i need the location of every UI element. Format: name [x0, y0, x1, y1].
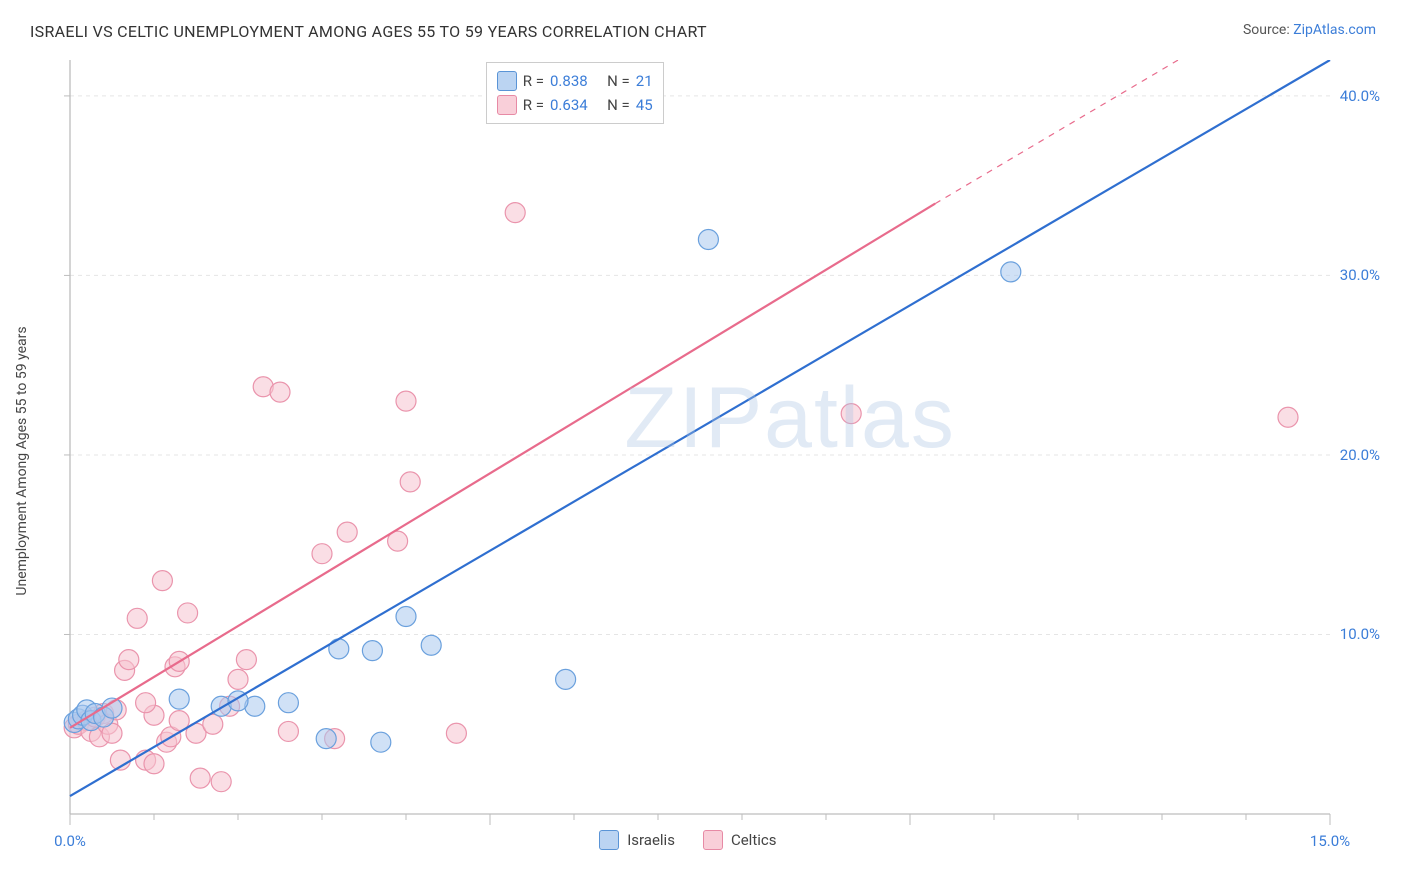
- israelis-swatch-icon: [599, 830, 619, 850]
- legend-row-israelis: R = 0.838 N = 21: [497, 69, 653, 93]
- legend-label: Celtics: [731, 831, 777, 849]
- y-tick-label: 30.0%: [1340, 266, 1380, 284]
- chart-title: ISRAELI VS CELTIC UNEMPLOYMENT AMONG AGE…: [30, 22, 707, 41]
- series-legend: Israelis Celtics: [599, 830, 776, 850]
- celtics-point: [119, 650, 139, 670]
- celtics-point: [236, 650, 256, 670]
- celtics-point: [228, 669, 248, 689]
- n-value: 45: [636, 93, 653, 117]
- israelis-point: [329, 639, 349, 659]
- celtics-point: [144, 754, 164, 774]
- legend-item-celtics: Celtics: [703, 830, 777, 850]
- chart-area: Unemployment Among Ages 55 to 59 years Z…: [50, 60, 1386, 862]
- chart-header: ISRAELI VS CELTIC UNEMPLOYMENT AMONG AGE…: [0, 0, 1406, 51]
- israelis-point: [102, 698, 122, 718]
- celtics-point: [270, 382, 290, 402]
- celtics-point: [211, 772, 231, 792]
- x-tick-label: 0.0%: [54, 832, 86, 850]
- y-axis-label: Unemployment Among Ages 55 to 59 years: [14, 326, 30, 595]
- r-label: R =: [523, 69, 544, 93]
- celtics-point: [152, 571, 172, 591]
- celtics-point: [841, 404, 861, 424]
- legend-label: Israelis: [627, 831, 675, 849]
- celtics-point: [1278, 407, 1298, 427]
- r-value: 0.838: [550, 69, 588, 93]
- celtics-point: [312, 544, 332, 564]
- source-attribution: Source: ZipAtlas.com: [1243, 22, 1376, 41]
- israelis-point: [371, 732, 391, 752]
- celtics-point: [127, 608, 147, 628]
- celtics-point: [400, 472, 420, 492]
- source-link[interactable]: ZipAtlas.com: [1293, 22, 1376, 38]
- israelis-point: [1001, 262, 1021, 282]
- celtics-point: [337, 522, 357, 542]
- celtics-point: [190, 768, 210, 788]
- celtics-point: [136, 693, 156, 713]
- legend-row-celtics: R = 0.634 N = 45: [497, 93, 653, 117]
- celtics-point: [505, 203, 525, 223]
- israelis-point: [169, 689, 189, 709]
- israelis-point: [362, 641, 382, 661]
- israelis-point: [556, 669, 576, 689]
- israelis-point: [316, 729, 336, 749]
- celtics-trendline-extrapolated: [935, 60, 1330, 204]
- n-value: 21: [636, 69, 653, 93]
- y-tick-label: 40.0%: [1340, 87, 1380, 105]
- israelis-point: [278, 693, 298, 713]
- celtics-point: [396, 391, 416, 411]
- israelis-point: [698, 230, 718, 250]
- n-label: N =: [607, 93, 630, 117]
- source-prefix: Source:: [1243, 22, 1293, 38]
- y-tick-label: 20.0%: [1340, 446, 1380, 464]
- legend-item-israelis: Israelis: [599, 830, 675, 850]
- celtics-point: [178, 603, 198, 623]
- r-label: R =: [523, 93, 544, 117]
- correlation-legend: R = 0.838 N = 21 R = 0.634 N = 45: [486, 62, 664, 124]
- israelis-trendline: [70, 60, 1330, 796]
- celtics-swatch-icon: [703, 830, 723, 850]
- scatter-plot: [50, 60, 1386, 862]
- celtics-trendline: [70, 204, 935, 728]
- n-label: N =: [607, 69, 630, 93]
- israelis-swatch-icon: [497, 71, 517, 91]
- celtics-point: [278, 721, 298, 741]
- celtics-point: [446, 723, 466, 743]
- israelis-point: [421, 635, 441, 655]
- celtics-swatch-icon: [497, 95, 517, 115]
- r-value: 0.634: [550, 93, 588, 117]
- y-tick-label: 10.0%: [1340, 625, 1380, 643]
- israelis-point: [396, 607, 416, 627]
- x-tick-label: 15.0%: [1310, 832, 1350, 850]
